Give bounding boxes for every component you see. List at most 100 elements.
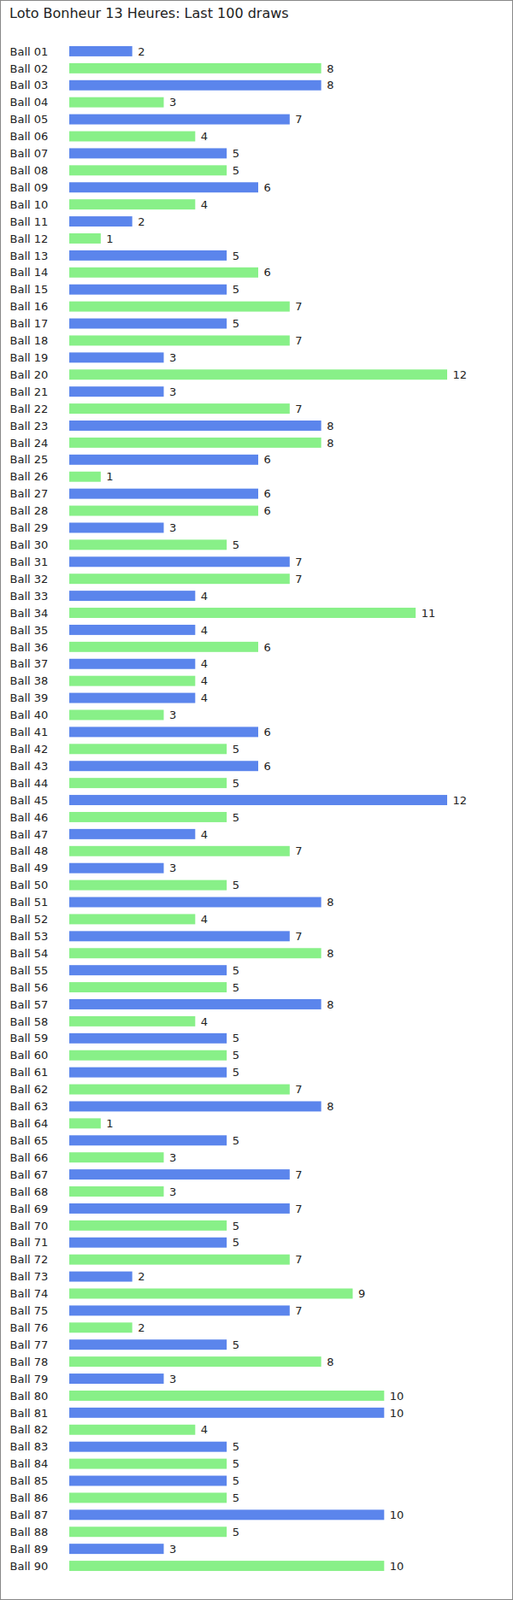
svg-text:Ball 37: Ball 37	[10, 657, 49, 671]
svg-text:4: 4	[200, 913, 208, 926]
svg-text:Ball 40: Ball 40	[10, 708, 49, 722]
svg-text:3: 3	[169, 1185, 177, 1199]
svg-text:3: 3	[169, 861, 177, 875]
svg-text:Ball 12: Ball 12	[10, 232, 49, 246]
svg-text:4: 4	[200, 1015, 208, 1029]
svg-text:2: 2	[137, 1321, 145, 1335]
svg-text:Ball 49: Ball 49	[10, 861, 49, 875]
svg-text:3: 3	[169, 708, 177, 722]
svg-text:1: 1	[106, 232, 113, 246]
svg-text:Ball 75: Ball 75	[10, 1304, 49, 1318]
svg-text:8: 8	[326, 1100, 334, 1114]
svg-text:4: 4	[200, 691, 208, 705]
svg-text:Ball 64: Ball 64	[10, 1117, 49, 1131]
svg-text:Ball 65: Ball 65	[10, 1134, 49, 1148]
svg-text:2: 2	[137, 1270, 145, 1284]
svg-text:5: 5	[232, 1440, 240, 1454]
svg-text:Ball 24: Ball 24	[10, 436, 49, 450]
svg-text:5: 5	[232, 1474, 240, 1488]
svg-text:5: 5	[232, 317, 240, 331]
svg-text:10: 10	[389, 1509, 405, 1522]
svg-text:5: 5	[232, 1338, 240, 1352]
svg-text:Ball 80: Ball 80	[10, 1390, 49, 1404]
svg-text:8: 8	[326, 78, 334, 92]
svg-text:1: 1	[106, 470, 113, 484]
svg-text:8: 8	[326, 896, 334, 909]
svg-text:Ball 63: Ball 63	[10, 1100, 49, 1114]
svg-text:Ball 71: Ball 71	[10, 1236, 49, 1250]
svg-text:Ball 86: Ball 86	[10, 1491, 49, 1505]
svg-text:7: 7	[294, 300, 302, 313]
svg-text:Ball 53: Ball 53	[10, 930, 49, 944]
svg-text:6: 6	[264, 487, 272, 501]
svg-text:3: 3	[169, 1373, 177, 1386]
svg-text:8: 8	[326, 998, 334, 1012]
svg-text:Ball 45: Ball 45	[10, 794, 49, 808]
svg-text:Ball 29: Ball 29	[10, 521, 49, 535]
svg-text:4: 4	[200, 828, 208, 842]
svg-text:3: 3	[169, 385, 177, 399]
svg-text:Ball 56: Ball 56	[10, 981, 49, 995]
svg-text:8: 8	[326, 1356, 334, 1369]
svg-text:Ball 67: Ball 67	[10, 1168, 49, 1182]
svg-text:Ball 23: Ball 23	[10, 419, 49, 433]
svg-text:4: 4	[200, 674, 208, 688]
svg-text:Ball 60: Ball 60	[10, 1049, 49, 1062]
svg-text:Ball 25: Ball 25	[10, 453, 49, 466]
svg-text:Ball 13: Ball 13	[10, 249, 49, 263]
svg-text:Ball 02: Ball 02	[10, 62, 49, 76]
svg-text:7: 7	[294, 572, 302, 586]
svg-text:5: 5	[232, 1457, 240, 1471]
svg-text:Ball 31: Ball 31	[10, 555, 49, 569]
svg-text:Ball 39: Ball 39	[10, 691, 49, 705]
svg-text:Ball 21: Ball 21	[10, 385, 49, 399]
svg-text:5: 5	[232, 1526, 240, 1539]
svg-text:Ball 74: Ball 74	[10, 1287, 49, 1301]
svg-text:7: 7	[294, 402, 302, 416]
svg-text:Ball 73: Ball 73	[10, 1270, 49, 1284]
svg-text:Ball 19: Ball 19	[10, 351, 49, 365]
svg-text:Ball 66: Ball 66	[10, 1151, 49, 1165]
svg-text:5: 5	[232, 1219, 240, 1233]
svg-text:Ball 82: Ball 82	[10, 1423, 49, 1437]
svg-text:10: 10	[389, 1390, 405, 1404]
svg-text:Ball 52: Ball 52	[10, 913, 49, 926]
svg-text:Ball 89: Ball 89	[10, 1543, 49, 1557]
svg-text:5: 5	[232, 147, 240, 160]
svg-text:Ball 30: Ball 30	[10, 538, 49, 552]
svg-text:7: 7	[294, 555, 302, 569]
svg-text:Ball 16: Ball 16	[10, 300, 49, 313]
svg-text:5: 5	[232, 981, 240, 995]
svg-text:Ball 84: Ball 84	[10, 1457, 49, 1471]
svg-text:4: 4	[200, 129, 208, 143]
svg-text:8: 8	[326, 947, 334, 961]
svg-text:Ball 50: Ball 50	[10, 878, 49, 892]
svg-text:7: 7	[294, 112, 302, 126]
svg-text:Ball 51: Ball 51	[10, 896, 49, 909]
svg-text:5: 5	[232, 1049, 240, 1062]
svg-text:5: 5	[232, 777, 240, 791]
svg-text:7: 7	[294, 1168, 302, 1182]
svg-text:Ball 26: Ball 26	[10, 470, 49, 484]
svg-text:7: 7	[294, 930, 302, 944]
svg-text:6: 6	[264, 453, 272, 466]
svg-text:4: 4	[200, 657, 208, 671]
svg-text:Ball 76: Ball 76	[10, 1321, 49, 1335]
svg-text:Ball 03: Ball 03	[10, 78, 49, 92]
svg-text:5: 5	[232, 249, 240, 263]
svg-text:Ball 07: Ball 07	[10, 147, 49, 160]
svg-text:Ball 78: Ball 78	[10, 1356, 49, 1369]
svg-text:Ball 68: Ball 68	[10, 1185, 49, 1199]
svg-text:5: 5	[232, 742, 240, 756]
svg-text:Ball 32: Ball 32	[10, 572, 49, 586]
svg-text:Ball 05: Ball 05	[10, 112, 49, 126]
svg-text:3: 3	[169, 1543, 177, 1557]
svg-text:Ball 27: Ball 27	[10, 487, 49, 501]
svg-text:7: 7	[294, 1202, 302, 1216]
svg-text:5: 5	[232, 283, 240, 296]
svg-text:Ball 46: Ball 46	[10, 811, 49, 825]
svg-text:Ball 04: Ball 04	[10, 95, 49, 109]
svg-text:Ball 90: Ball 90	[10, 1560, 49, 1574]
svg-text:Ball 79: Ball 79	[10, 1373, 49, 1386]
svg-text:10: 10	[389, 1407, 405, 1421]
